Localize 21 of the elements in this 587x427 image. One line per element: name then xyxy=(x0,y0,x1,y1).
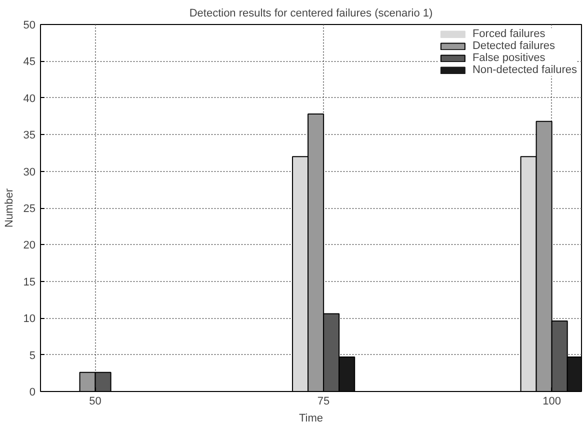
y-tick-label: 15 xyxy=(23,276,36,288)
y-tick-label: 30 xyxy=(23,166,36,178)
x-tick-label: 50 xyxy=(89,396,102,408)
y-tick-label: 0 xyxy=(29,386,36,398)
legend-label: False positives xyxy=(472,52,546,64)
y-tick-label: 45 xyxy=(23,56,36,68)
y-tick-label: 35 xyxy=(23,130,36,142)
x-tick-label: 100 xyxy=(542,396,562,408)
y-tick-label: 20 xyxy=(23,240,36,252)
x-axis-title: Time xyxy=(298,412,324,424)
legend-label: Forced failures xyxy=(472,28,546,40)
y-tick-label: 50 xyxy=(23,20,36,32)
y-tick-label: 40 xyxy=(23,92,36,105)
chart-title: Detection results for centered failures (scenario 1) xyxy=(189,8,433,20)
legend-label: Detected failures xyxy=(472,40,555,52)
y-tick-label: 10 xyxy=(23,313,36,326)
legend-label: Non-detected failures xyxy=(472,64,577,76)
y-tick-label: 25 xyxy=(23,203,36,215)
y-tick-label: 5 xyxy=(29,350,36,362)
x-tick-label: 75 xyxy=(317,396,330,408)
y-axis-title: Number xyxy=(3,188,16,228)
